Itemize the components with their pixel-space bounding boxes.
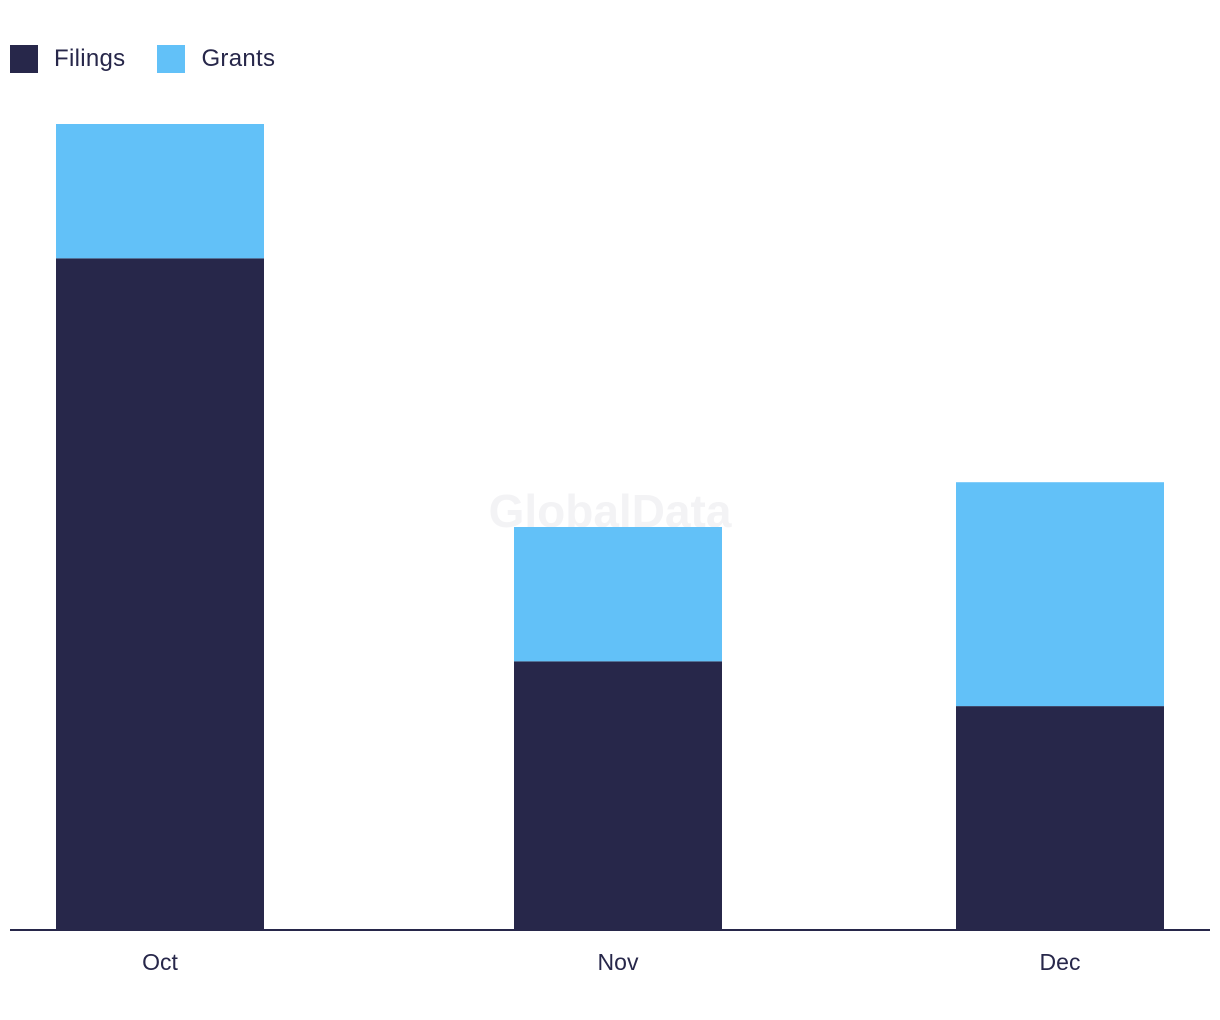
bar-filings-dec [956, 706, 1164, 930]
bar-filings-nov [514, 661, 722, 930]
x-tick-labels: Oct Nov Dec [142, 949, 1080, 975]
legend-item-filings: Filings [10, 45, 125, 73]
legend-item-grants: Grants [157, 45, 275, 73]
legend-swatch-filings [10, 45, 38, 73]
chart-legend: Filings Grants [10, 44, 307, 74]
x-tick-label-oct: Oct [142, 949, 178, 975]
bar-grants-dec [956, 482, 1164, 707]
legend-swatch-grants [157, 45, 186, 73]
x-tick-label-dec: Dec [1040, 949, 1081, 975]
bar-grants-nov [514, 527, 722, 662]
legend-label-grants: Grants [201, 45, 276, 72]
bars-group [56, 124, 1164, 930]
x-tick-label-nov: Nov [598, 949, 639, 975]
bar-filings-oct [56, 258, 264, 930]
bar-grants-oct [56, 124, 264, 259]
legend-label-filings: Filings [54, 45, 126, 72]
